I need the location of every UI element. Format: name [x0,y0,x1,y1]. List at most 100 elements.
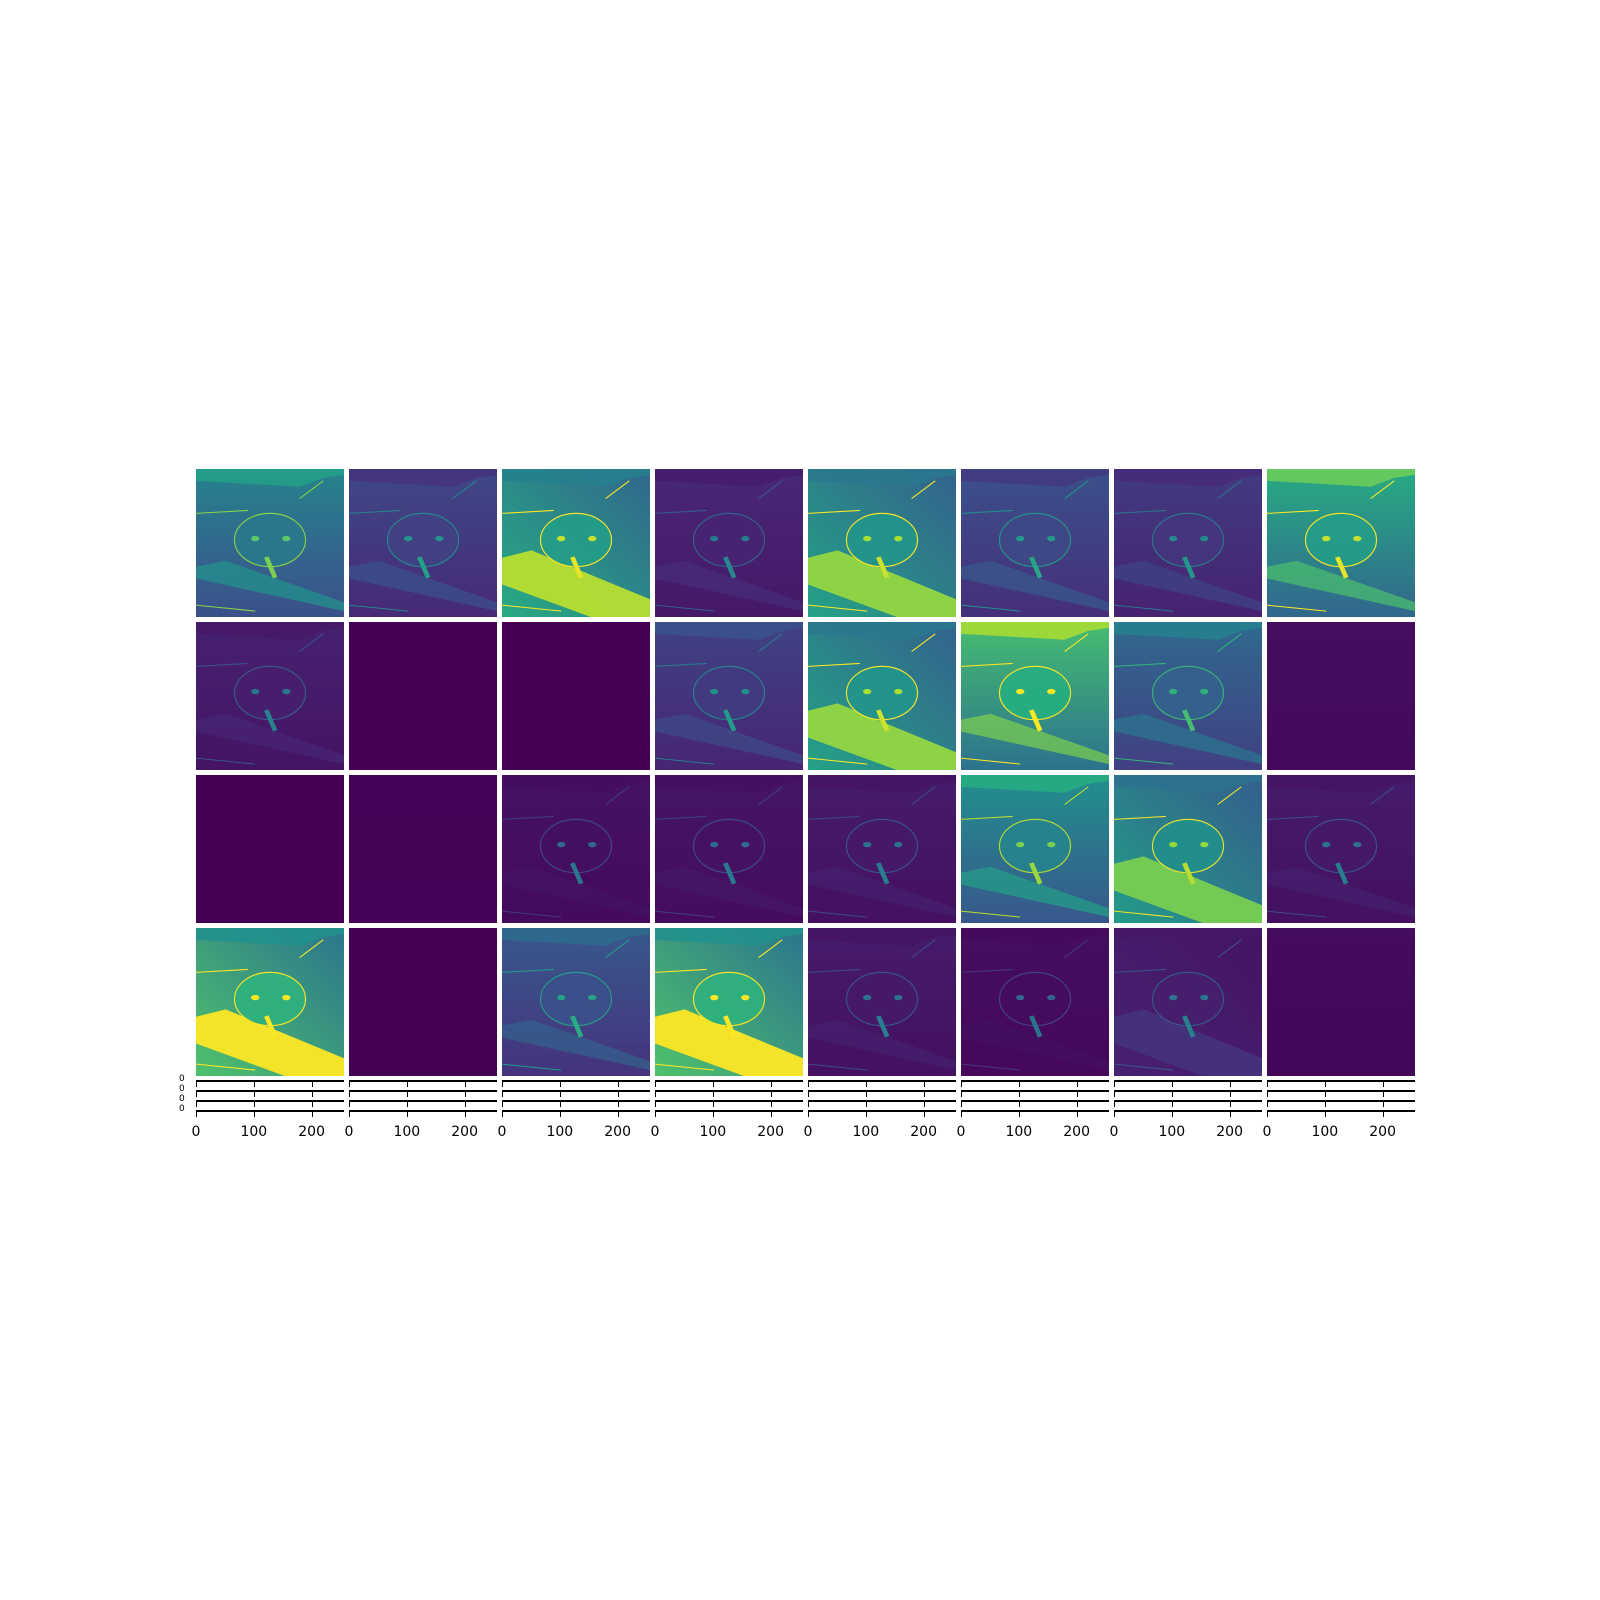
x-tick [311,1082,313,1087]
x-tick-label: 100 [393,1124,421,1140]
axis-spine [808,1090,956,1092]
axis-spine [1114,1110,1262,1112]
x-tick [961,1092,962,1097]
axis-spine [196,1100,344,1102]
x-tick-label: 100 [1158,1124,1186,1140]
x-tick-label: 100 [699,1124,727,1140]
feature-map-image [196,775,344,923]
feature-map-r4-c3 [502,928,650,1076]
x-tick [1382,1112,1384,1117]
x-tick-label: 200 [604,1124,631,1140]
feature-map-image [1114,775,1262,923]
x-tick [655,1082,656,1087]
x-tick [770,1102,772,1107]
feature-map-r4-c5 [808,928,956,1076]
feature-map-r3-c4 [655,775,803,923]
axis-spine [1267,1100,1415,1102]
x-tick [1229,1082,1231,1087]
x-tick-label: 100 [852,1124,880,1140]
x-tick [808,1082,809,1087]
axis-spine [196,1110,344,1112]
x-tick [406,1102,408,1107]
feature-map-image [502,775,650,923]
x-tick [253,1082,255,1087]
x-tick-label: 200 [1063,1124,1090,1140]
x-tick [1229,1102,1231,1107]
axis-spine [196,1090,344,1092]
x-tick [1229,1092,1231,1097]
x-tick [712,1102,714,1107]
x-tick [311,1092,313,1097]
x-tick [1018,1102,1020,1107]
x-tick [1267,1082,1268,1087]
x-tick [502,1082,503,1087]
y-tick-label: 0 [179,1104,185,1114]
x-tick [1076,1092,1078,1097]
x-tick [253,1112,255,1117]
feature-map-image [196,928,344,1076]
x-tick [1018,1082,1020,1087]
x-tick [1324,1092,1326,1097]
feature-map-image [808,622,956,770]
x-tick [1114,1092,1115,1097]
x-tick [961,1102,962,1107]
feature-map-r3-c8 [1267,775,1415,923]
axis-panel-3: 0 100 200 [498,1080,650,1140]
feature-map-r2-c7 [1114,622,1262,770]
feature-map-r2-c6 [961,622,1109,770]
x-tick [1171,1082,1173,1087]
axis-spine [1114,1080,1262,1082]
axis-spine [349,1080,497,1082]
x-tick [770,1112,772,1117]
x-tick-label: 200 [451,1124,478,1140]
y-tick-label: 0 [179,1094,185,1104]
x-tick-label: 200 [1216,1124,1243,1140]
feature-map-image [502,928,650,1076]
x-tick [770,1082,772,1087]
feature-map-image [655,775,803,923]
feature-map-r1-c7 [1114,469,1262,617]
feature-map-r1-c6 [961,469,1109,617]
x-tick [196,1092,197,1097]
x-tick-label: 0 [650,1124,660,1140]
feature-map-r1-c1 [196,469,344,617]
axis-panel-4: 0 100 200 [651,1080,803,1140]
x-tick [1171,1112,1173,1117]
x-tick [923,1092,925,1097]
axis-spine [1267,1080,1415,1082]
x-tick [349,1082,350,1087]
x-tick [464,1082,466,1087]
axis-spine [502,1100,650,1102]
feature-map-image [1267,775,1415,923]
feature-map-image [961,928,1109,1076]
x-tick [617,1112,619,1117]
x-tick [311,1102,313,1107]
x-tick [196,1102,197,1107]
feature-map-r1-c2 [349,469,497,617]
axis-spine [961,1100,1109,1102]
axis-panel-1: 0 100 200 [192,1080,344,1140]
feature-map-r2-c2 [349,622,497,770]
feature-map-r1-c8 [1267,469,1415,617]
x-tick [1382,1102,1384,1107]
x-tick-label: 0 [956,1124,966,1140]
feature-map-image [1114,622,1262,770]
x-tick-label: 0 [1109,1124,1119,1140]
feature-map-image [1267,928,1415,1076]
x-tick [196,1082,197,1087]
x-tick [1171,1092,1173,1097]
x-tick [1171,1102,1173,1107]
x-tick [464,1112,466,1117]
axis-spine [349,1090,497,1092]
x-tick [1114,1082,1115,1087]
feature-map-r4-c8 [1267,928,1415,1076]
x-tick [712,1082,714,1087]
x-tick [923,1102,925,1107]
axis-spine [196,1080,344,1082]
x-tick [655,1112,656,1117]
feature-map-r2-c4 [655,622,803,770]
x-tick [349,1092,350,1097]
axis-spine [961,1080,1109,1082]
x-tick [559,1112,561,1117]
axis-spine [961,1110,1109,1112]
